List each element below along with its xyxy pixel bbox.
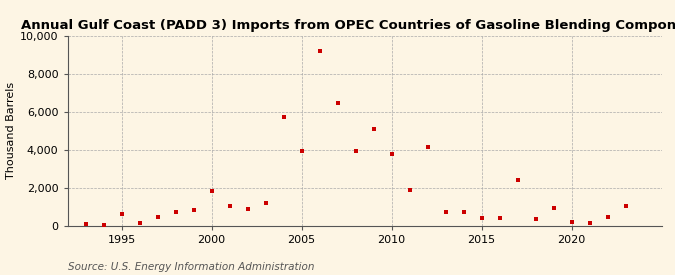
Point [314, 49, 325, 53]
Point [224, 204, 235, 208]
Text: Source: U.S. Energy Information Administration: Source: U.S. Energy Information Administ… [68, 262, 314, 272]
Point [332, 101, 343, 105]
Point [368, 126, 379, 131]
Point [170, 210, 181, 214]
Point [620, 204, 631, 208]
Point [188, 208, 199, 212]
Point [548, 206, 559, 211]
Point [386, 152, 397, 156]
Point [134, 221, 145, 225]
Point [404, 188, 415, 192]
Point [98, 222, 109, 227]
Point [440, 210, 451, 214]
Point [350, 148, 361, 153]
Point [512, 178, 523, 182]
Point [206, 189, 217, 194]
Point [476, 216, 487, 221]
Point [602, 215, 613, 219]
Point [494, 216, 505, 221]
Title: Annual Gulf Coast (PADD 3) Imports from OPEC Countries of Gasoline Blending Comp: Annual Gulf Coast (PADD 3) Imports from … [21, 19, 675, 32]
Y-axis label: Thousand Barrels: Thousand Barrels [6, 82, 16, 179]
Point [152, 215, 163, 219]
Point [80, 221, 91, 226]
Point [242, 207, 253, 211]
Point [458, 210, 469, 214]
Point [530, 217, 541, 222]
Point [584, 221, 595, 225]
Point [260, 200, 271, 205]
Point [278, 115, 289, 120]
Point [566, 219, 577, 224]
Point [422, 145, 433, 149]
Point [296, 148, 307, 153]
Point [116, 211, 127, 216]
